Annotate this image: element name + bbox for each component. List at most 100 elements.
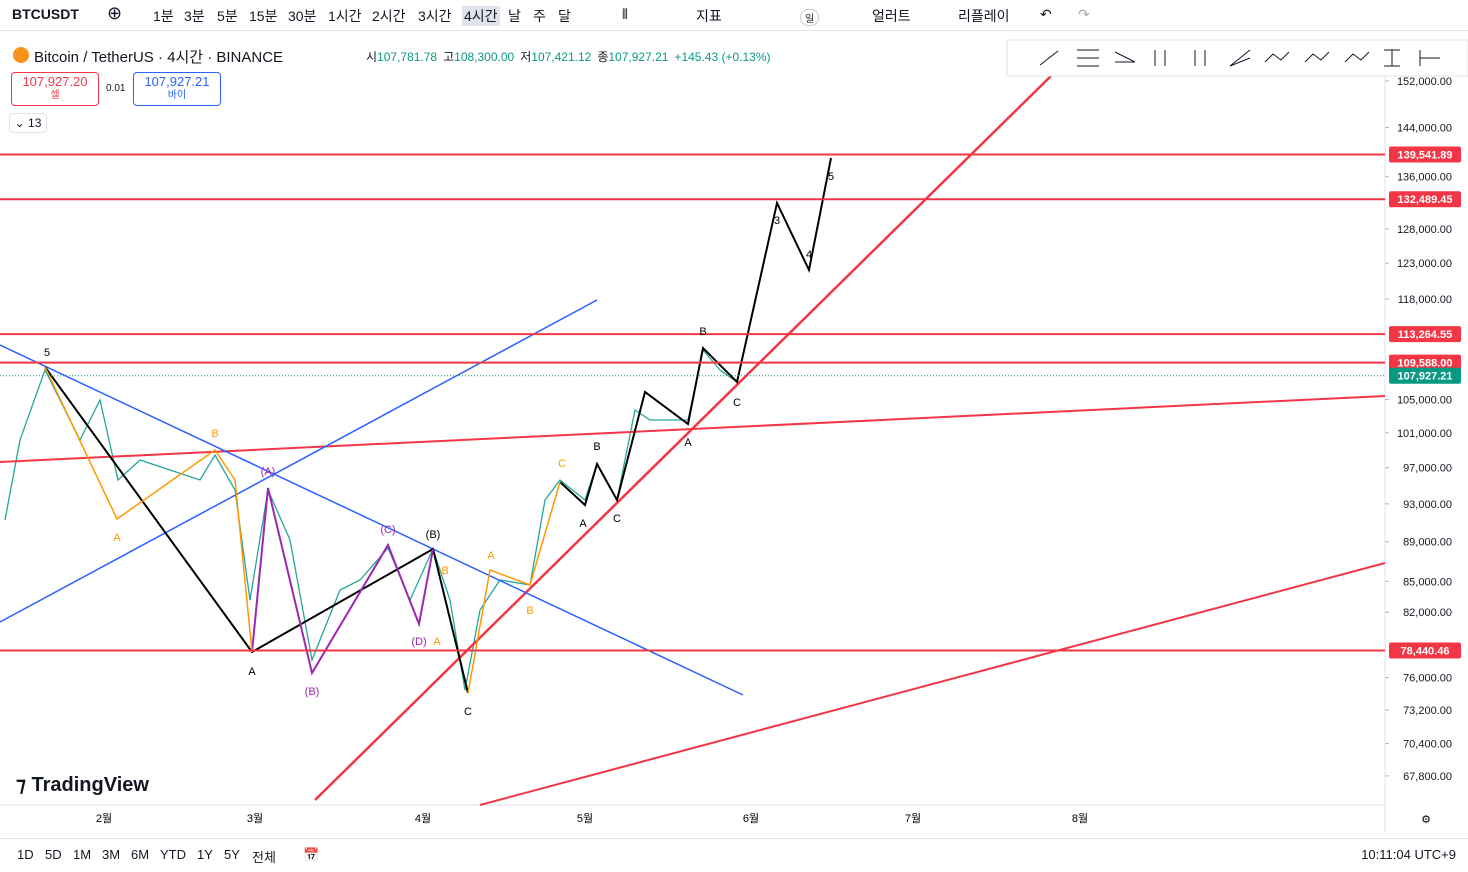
wave-label: 5	[44, 347, 50, 359]
wave-label: (C)	[380, 524, 395, 536]
add-button[interactable]: ⊕	[107, 3, 123, 23]
sell-button[interactable]: 107,927.20 셀	[11, 72, 99, 106]
range-button[interactable]: 1D	[17, 847, 34, 862]
range-button[interactable]: 5D	[45, 847, 62, 862]
wave-line	[251, 487, 434, 676]
ohlc-value: 107,421.12	[531, 50, 592, 64]
wave-label: (B)	[426, 529, 441, 541]
wave-label: C	[464, 706, 472, 718]
interval[interactable]: 5분	[217, 8, 238, 24]
trendline	[0, 395, 1386, 463]
price-tick-label: 101,000.00	[1397, 428, 1452, 440]
wave-label: B	[593, 441, 600, 453]
wave-label: C	[733, 397, 741, 409]
bottom-toolbar: 📅 10:11:04 UTC+9 1D 5D 1M 3M 6M YTD 1Y 5Y 전체	[0, 838, 1468, 872]
price-tick-label: 70,400.00	[1403, 739, 1452, 751]
price-tick-label: 85,000.00	[1403, 576, 1452, 588]
interval[interactable]: 15분	[249, 8, 278, 24]
interval[interactable]: 2시간	[372, 8, 406, 24]
symbol[interactable]: BTCUSDT	[12, 6, 79, 22]
time-tick-label: 2월	[96, 812, 112, 825]
wave-label: C	[613, 513, 621, 525]
interval[interactable]: 30분	[288, 8, 317, 24]
wave-label: A	[433, 636, 441, 648]
interval[interactable]: 3시간	[418, 8, 452, 24]
time-tick-label: 5월	[577, 812, 593, 825]
drawing-toolbar[interactable]	[1006, 39, 1468, 77]
wave-label: A	[487, 550, 495, 562]
price-tick-label: 144,000.00	[1397, 122, 1452, 134]
price-level-label: 139,541.89	[1397, 150, 1452, 162]
chart: 152,000.00 144,000.00 136,000.00 128,000.00…	[0, 39, 1468, 832]
chart-type[interactable]: ⫴	[622, 6, 628, 22]
channel-line	[0, 344, 744, 696]
range-button[interactable]: 3M	[102, 847, 121, 862]
range-button[interactable]: YTD	[160, 847, 186, 862]
alert[interactable]: 얼러트	[872, 8, 911, 24]
drawing-tools[interactable]	[1039, 49, 1440, 67]
price-level-tag	[1389, 191, 1461, 208]
price-tick-label: 89,000.00	[1403, 537, 1452, 549]
buy-price: 107,927.21	[144, 74, 210, 89]
interval[interactable]: 1시간	[328, 8, 362, 24]
price-tick-label: 136,000.00	[1397, 172, 1452, 184]
price-level-tag	[1389, 642, 1461, 659]
buy-button[interactable]: 107,927.21 바이	[133, 72, 221, 106]
price-tick-label: 128,000.00	[1397, 224, 1452, 236]
ohlc-key: 고	[443, 50, 455, 64]
price-tick-label: 118,000.00	[1398, 294, 1452, 306]
ohlc-value: 107,927.21	[608, 50, 669, 64]
range-button[interactable]: 1M	[73, 847, 92, 862]
sell-price: 107,927.20	[22, 74, 88, 89]
wave-label: 3	[774, 215, 780, 227]
wave-label: A	[248, 666, 256, 678]
date-range-icon[interactable]: 📅	[303, 847, 320, 862]
interval[interactable]: 주	[533, 8, 546, 24]
symbol-icon	[12, 46, 30, 67]
interval[interactable]: 1분	[153, 8, 174, 24]
range-button[interactable]: 6M	[131, 847, 150, 862]
price-level-tag	[1389, 354, 1461, 371]
price-tick-label: 93,000.00	[1403, 499, 1452, 511]
wave-label: C	[558, 458, 566, 470]
wave-label: (A)	[261, 466, 276, 478]
wave-label: (D)	[411, 636, 426, 648]
wave-label: A	[684, 437, 692, 449]
price-tick-label: 76,000.00	[1403, 673, 1452, 685]
redo[interactable]: ↷	[1078, 6, 1090, 22]
range-button[interactable]: 5Y	[224, 847, 240, 862]
day-button[interactable]: 일	[800, 9, 820, 26]
replay[interactable]: 리플레이	[958, 8, 1010, 24]
ohlc-value: 108,300.00	[454, 50, 515, 64]
price-tick-label: 105,000.00	[1397, 394, 1452, 406]
wave-label: 5	[828, 171, 834, 183]
time-tick-label: 4월	[415, 812, 431, 825]
spread: 0.01	[106, 83, 126, 94]
logo-text: TradingView	[31, 774, 149, 796]
indicators[interactable]: 지표	[696, 8, 722, 24]
undo[interactable]: ↶	[1040, 6, 1052, 22]
interval[interactable]: 날	[508, 8, 521, 24]
interval[interactable]: 3분	[184, 8, 205, 24]
indicator-toggle[interactable]: ⌄ 13	[9, 113, 47, 133]
interval[interactable]: 4시간	[462, 6, 500, 26]
price-level-tag	[1389, 367, 1461, 384]
price-tick-label: 73,200.00	[1403, 705, 1452, 717]
time-tick-label: 6월	[743, 812, 759, 825]
wave-line	[44, 366, 469, 694]
ohlc-key: 종	[597, 50, 609, 64]
btc-icon	[13, 47, 29, 63]
buy-label: 바이	[167, 90, 187, 101]
wave-line	[44, 366, 253, 653]
wave-label: 4	[806, 249, 812, 261]
time-tick-label: 8월	[1072, 812, 1088, 825]
range-button[interactable]: 전체	[252, 850, 276, 865]
interval[interactable]: 달	[558, 8, 571, 24]
ohlc: 시107,781.78 고108,300.00 저107,421.12 종107,92…	[366, 48, 771, 65]
range-button[interactable]: 1Y	[197, 847, 213, 862]
price-tick-label: 97,000.00	[1403, 463, 1452, 475]
price-tick-label: 123,000.00	[1397, 258, 1452, 270]
change: +145.43 (+0.13%)	[674, 50, 771, 64]
price-tick-label: 152,000.00	[1397, 76, 1452, 88]
price-level-label: 132,489.45	[1397, 194, 1452, 206]
